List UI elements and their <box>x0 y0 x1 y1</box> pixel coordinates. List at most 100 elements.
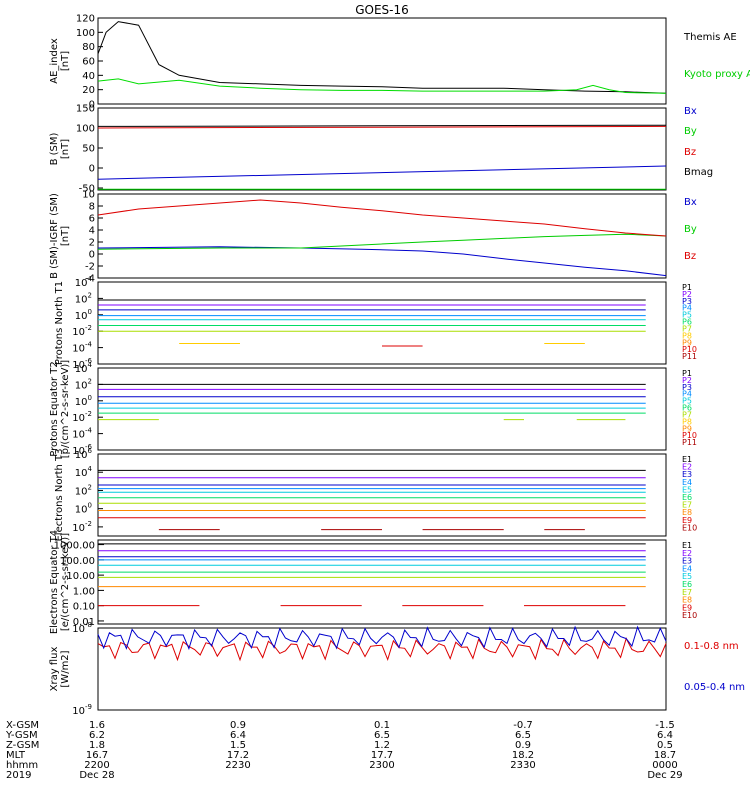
legend-label: P9 <box>682 338 692 347</box>
y-tick-label: 10-6 <box>72 357 92 371</box>
y-tick-label: 20 <box>82 85 95 96</box>
series-line <box>97 199 667 237</box>
ephemeris-value: 17.7 <box>371 750 393 761</box>
y-tick-label: 102 <box>75 291 92 305</box>
panel-ylabel: Electrons North T3 <box>54 448 65 541</box>
panel-frame <box>97 107 667 191</box>
panel-ylabel: Protons North T1 <box>54 281 65 365</box>
y-tick-label: 100 <box>76 124 95 135</box>
y-tick-label: 60 <box>82 57 95 68</box>
legend-label: Bx <box>684 197 697 208</box>
panel-ylabel: Electrons Equator T4 <box>49 530 60 634</box>
legend-label: E10 <box>682 611 697 620</box>
ephemeris-value: 0.1 <box>374 720 390 731</box>
panel-ylabel: [e/(cm^2-s-sr-keV)] <box>60 533 71 631</box>
ephemeris-label: X-GSM <box>6 720 39 731</box>
y-tick-label: 0 <box>89 100 95 111</box>
legend-label: P6 <box>682 318 692 327</box>
legend-label: By <box>684 126 697 137</box>
legend-label: P1 <box>682 283 692 292</box>
y-tick-label: 10 <box>82 190 95 201</box>
y-tick-label: 10-4 <box>72 341 92 355</box>
legend-label: P2 <box>682 290 692 299</box>
ephemeris-value: 2230 <box>225 760 250 771</box>
legend-label: P7 <box>682 410 692 419</box>
panel-frame <box>97 453 667 537</box>
ephemeris-value: 18.2 <box>512 750 534 761</box>
panel-frame <box>97 367 667 451</box>
y-tick-label: 100 <box>75 308 92 322</box>
ephemeris-label: Y-GSM <box>5 730 38 741</box>
y-tick-label: 6 <box>89 214 95 225</box>
ephemeris-value: 6.2 <box>89 730 105 741</box>
legend-label: E2 <box>682 463 692 472</box>
y-tick-label: 8 <box>89 202 95 213</box>
legend-label: E2 <box>682 549 692 558</box>
ephemeris-value: 6.5 <box>374 730 390 741</box>
legend-label: 0.1-0.8 nm <box>684 641 739 652</box>
legend-label: P1 <box>682 369 692 378</box>
series-line <box>97 165 667 180</box>
plot-title: GOES-16 <box>355 3 409 17</box>
legend-label: Bmag <box>684 167 713 178</box>
ephemeris-value: -1.5 <box>655 720 675 731</box>
y-tick-label: 100.00 <box>60 556 95 567</box>
y-tick-label: 106 <box>75 447 93 461</box>
ephemeris-value: 0.9 <box>230 720 246 731</box>
panel-ylabel: [W/m2] <box>60 650 71 687</box>
y-tick-label: 0.01 <box>73 617 95 628</box>
y-tick-label: 0.10 <box>73 602 95 613</box>
series-line <box>97 233 667 250</box>
legend-label: E9 <box>682 603 692 612</box>
series-line <box>97 625 667 651</box>
panel-ylabel: Xray flux <box>49 647 60 692</box>
legend-label: Bz <box>684 251 696 262</box>
legend-label: E7 <box>682 588 692 597</box>
panel-ylabel: Protons Equator T2 <box>49 361 60 457</box>
ephemeris-value: 18.7 <box>654 750 676 761</box>
legend-label: 0.05-0.4 nm <box>684 682 745 693</box>
ephemeris-value: 6.4 <box>230 730 246 741</box>
ephemeris-label: 2019 <box>6 770 31 781</box>
ephemeris-value: 1.2 <box>374 740 390 751</box>
legend-label: P5 <box>682 397 692 406</box>
panel-frame <box>97 539 667 625</box>
y-tick-label: 100 <box>75 502 92 516</box>
panel-ylabel: [p/(cm^2-s-sr-keV)] <box>60 360 71 459</box>
y-tick-label: 104 <box>75 361 93 375</box>
ephemeris-value: 16.7 <box>86 750 108 761</box>
ephemeris-label: MLT <box>6 750 26 761</box>
panel-ylabel: B (SM)-IGRF (SM) <box>49 193 60 279</box>
legend-label: P4 <box>682 390 692 399</box>
ephemeris-value: 6.5 <box>515 730 531 741</box>
y-tick-label: 10-2 <box>72 520 92 534</box>
legend-label: P2 <box>682 376 692 385</box>
ephemeris-value: 1.8 <box>89 740 105 751</box>
series-line <box>97 124 667 127</box>
y-tick-label: 102 <box>75 377 92 391</box>
legend-label: P9 <box>682 424 692 433</box>
legend-label: P5 <box>682 311 692 320</box>
legend-label: P7 <box>682 324 692 333</box>
y-tick-label: 0 <box>89 250 95 261</box>
series-line <box>97 78 667 94</box>
legend-label: Bx <box>684 106 697 117</box>
legend-label: P10 <box>682 431 697 440</box>
panel-ylabel: AE_index <box>49 38 60 84</box>
y-tick-label: 10-2 <box>72 410 92 424</box>
legend-label: E9 <box>682 516 692 525</box>
legend-label: E1 <box>682 455 692 464</box>
y-tick-label: 100 <box>75 394 92 408</box>
series-line <box>97 21 667 94</box>
ephemeris-value: 0000 <box>652 760 677 771</box>
ephemeris-value: Dec 28 <box>79 770 114 781</box>
ephemeris-value: -0.7 <box>513 720 533 731</box>
y-tick-label: 10-4 <box>72 427 92 441</box>
y-tick-label: 40 <box>82 71 95 82</box>
legend-label: E4 <box>682 478 692 487</box>
legend-label: E4 <box>682 564 692 573</box>
series-line <box>97 125 667 129</box>
y-tick-label: 10-8 <box>72 621 92 635</box>
ephemeris-value: 1.5 <box>230 740 246 751</box>
